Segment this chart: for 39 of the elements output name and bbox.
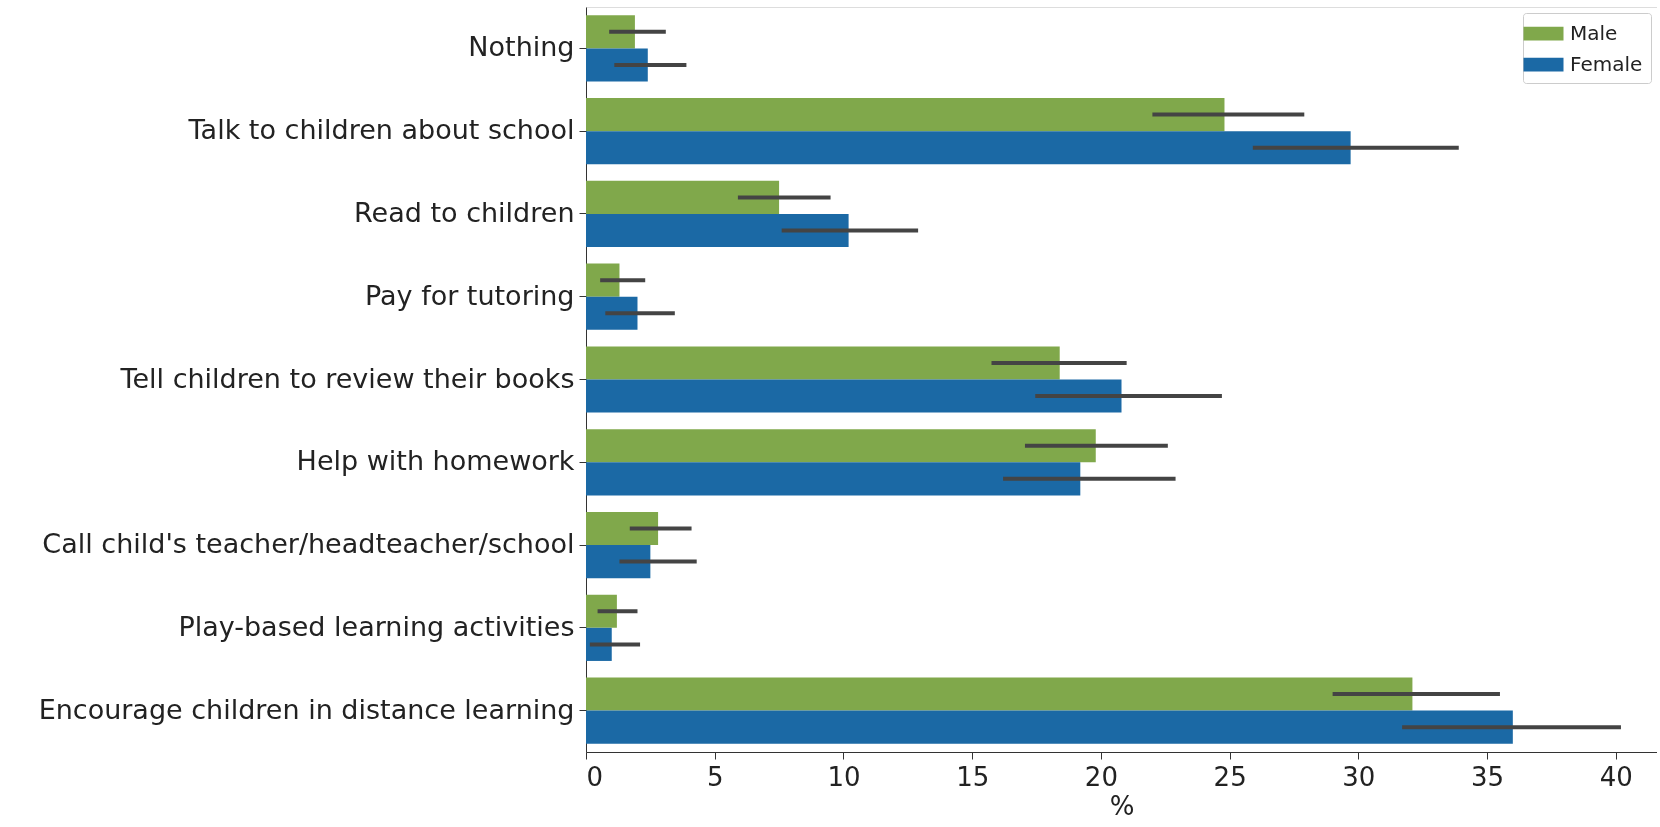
bar	[586, 511, 659, 546]
x-tick-label: 20	[1084, 761, 1118, 792]
bar	[586, 379, 1122, 413]
legend-label: Male	[1570, 20, 1618, 45]
bar	[586, 15, 635, 49]
bar	[586, 296, 638, 330]
y-tick-label: Talk to children about school	[187, 114, 575, 146]
x-tick-label: 15	[956, 761, 990, 792]
x-tick-label: 40	[1599, 761, 1633, 792]
x-tick-label: 30	[1342, 761, 1376, 792]
bar	[586, 48, 648, 82]
x-tick-label: 0	[586, 761, 604, 792]
x-axis-title: %	[1109, 790, 1135, 821]
bar	[586, 627, 612, 661]
bar	[586, 594, 617, 628]
bar	[586, 98, 1225, 132]
y-tick-label: Tell children to review their books	[119, 362, 575, 394]
y-tick-label: Nothing	[468, 31, 575, 63]
bar	[586, 677, 1413, 711]
x-tick-label: 35	[1471, 761, 1505, 792]
bar	[586, 429, 1096, 463]
y-tick-label: Help with homework	[296, 445, 575, 477]
bar	[586, 213, 849, 248]
bar	[586, 346, 1060, 380]
bar	[586, 545, 651, 579]
y-tick-label: Play-based learning activities	[178, 610, 575, 642]
legend-label: Female	[1570, 51, 1643, 76]
bar	[586, 263, 620, 297]
y-tick-label: Encourage children in distance learning	[38, 693, 575, 725]
bar	[586, 180, 780, 214]
bar	[586, 710, 1513, 744]
x-tick-label: 5	[706, 761, 724, 792]
y-tick-label: Call child's teacher/headteacher/school	[42, 528, 575, 560]
x-tick-label: 10	[827, 761, 861, 792]
y-tick-label: Pay for tutoring	[364, 279, 575, 311]
bar	[586, 131, 1351, 165]
bar	[586, 462, 1081, 496]
x-tick-label: 25	[1213, 761, 1247, 792]
y-tick-label: Read to children	[354, 196, 575, 228]
